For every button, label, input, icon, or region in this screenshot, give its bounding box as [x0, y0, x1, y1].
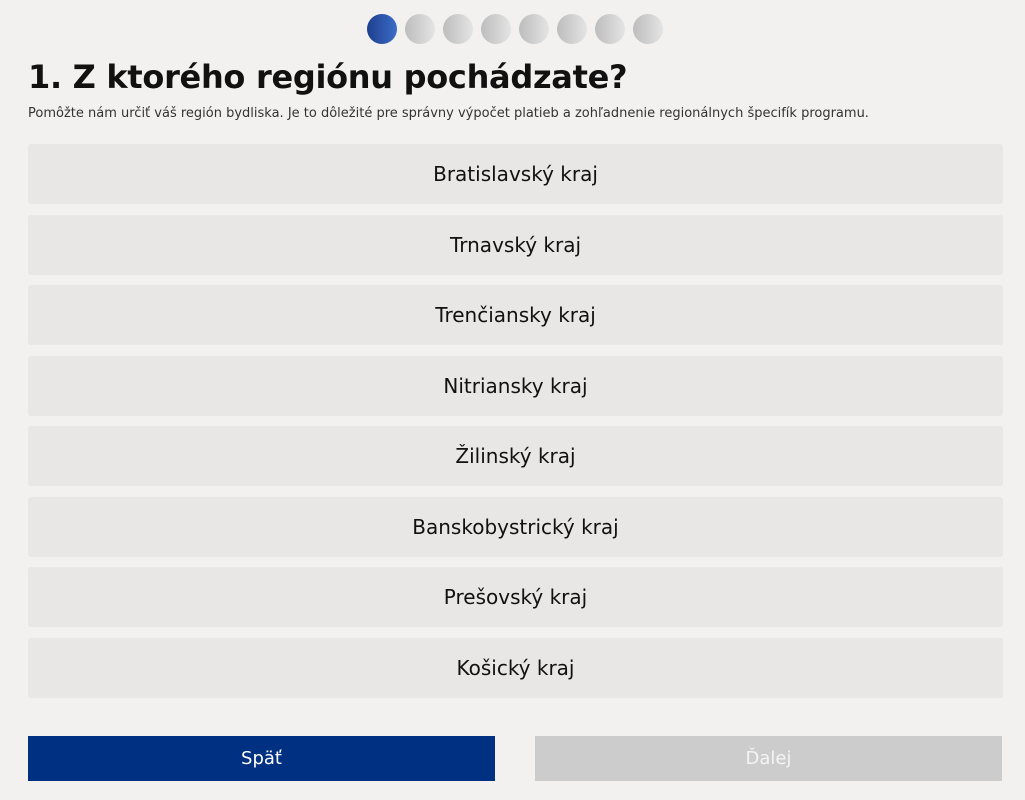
- option-list: Bratislavský kraj Trnavský kraj Trenčiansk…: [28, 144, 1003, 708]
- progress-dot: [519, 14, 549, 44]
- progress-dot: [595, 14, 625, 44]
- progress-dot: [405, 14, 435, 44]
- option-button[interactable]: Banskobystrický kraj: [28, 496, 1003, 557]
- back-button[interactable]: Späť: [28, 736, 495, 781]
- option-button[interactable]: Košický kraj: [28, 637, 1003, 698]
- progress-dot: [633, 14, 663, 44]
- progress-dots: [367, 14, 663, 44]
- next-button: Ďalej: [535, 736, 1002, 781]
- option-button[interactable]: Bratislavský kraj: [28, 144, 1003, 204]
- option-button[interactable]: Nitriansky kraj: [28, 355, 1003, 416]
- option-button[interactable]: Žilinský kraj: [28, 426, 1003, 486]
- question-title: 1. Z ktorého regiónu pochádzate?: [28, 58, 628, 96]
- option-button[interactable]: Trnavský kraj: [28, 214, 1003, 275]
- progress-dot: [443, 14, 473, 44]
- progress-dot-active: [367, 14, 397, 44]
- option-button[interactable]: Trenčiansky kraj: [28, 285, 1003, 345]
- option-button[interactable]: Prešovský kraj: [28, 567, 1003, 627]
- question-subtitle: Pomôžte nám určiť váš región bydliska. J…: [28, 106, 869, 121]
- progress-dot: [557, 14, 587, 44]
- progress-dot: [481, 14, 511, 44]
